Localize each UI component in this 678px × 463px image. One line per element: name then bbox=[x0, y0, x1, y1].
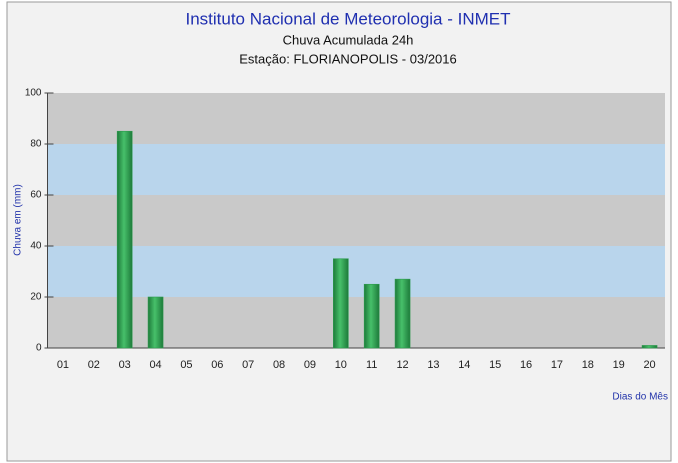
chart-subtitle: Estação: FLORIANOPOLIS - 03/2016 bbox=[239, 51, 457, 66]
y-tick-label: 100 bbox=[25, 88, 42, 99]
x-tick-label: 11 bbox=[366, 359, 377, 371]
y-tick-label: 40 bbox=[30, 241, 42, 252]
bar bbox=[641, 345, 658, 349]
x-tick-label: 03 bbox=[119, 359, 131, 371]
y-tick-label: 80 bbox=[30, 139, 42, 150]
x-tick-label: 05 bbox=[180, 359, 192, 371]
x-tick-label: 02 bbox=[88, 359, 100, 371]
bar bbox=[363, 283, 380, 349]
x-tick-label: 07 bbox=[242, 359, 254, 371]
x-tick-label: 17 bbox=[551, 359, 563, 371]
x-tick-label: 08 bbox=[273, 359, 285, 371]
bar bbox=[394, 278, 411, 349]
x-axis-label: Dias do Mês bbox=[612, 392, 668, 403]
grid-band bbox=[47, 297, 665, 348]
y-tick-label: 20 bbox=[30, 292, 42, 303]
grid-band bbox=[47, 144, 665, 195]
x-tick-label: 18 bbox=[582, 359, 594, 371]
x-tick-label: 04 bbox=[149, 359, 161, 371]
x-tick-label: 20 bbox=[643, 359, 655, 371]
bar bbox=[116, 130, 133, 349]
grid-band bbox=[47, 246, 665, 297]
x-tick-label: 19 bbox=[613, 359, 625, 371]
bar bbox=[147, 296, 164, 349]
x-tick-label: 12 bbox=[396, 359, 408, 371]
y-axis-label: Chuva em (mm) bbox=[13, 184, 24, 256]
grid-band bbox=[47, 195, 665, 246]
x-tick-label: 01 bbox=[57, 359, 69, 371]
x-tick-label: 09 bbox=[304, 359, 316, 371]
y-tick-label: 60 bbox=[30, 190, 42, 201]
x-tick-label: 13 bbox=[427, 359, 439, 371]
x-tick-label: 14 bbox=[458, 359, 470, 371]
y-tick-label: 0 bbox=[36, 343, 42, 354]
grid-band bbox=[47, 93, 665, 144]
bar bbox=[333, 258, 349, 349]
x-tick-label: 15 bbox=[489, 359, 501, 371]
chart-title: Instituto Nacional de Meteorologia - INM… bbox=[185, 9, 510, 28]
x-tick-label: 16 bbox=[520, 359, 532, 371]
x-tick-label: 06 bbox=[211, 359, 223, 371]
chart-subtitle: Chuva Acumulada 24h bbox=[283, 32, 414, 47]
x-tick-label: 10 bbox=[335, 359, 347, 371]
